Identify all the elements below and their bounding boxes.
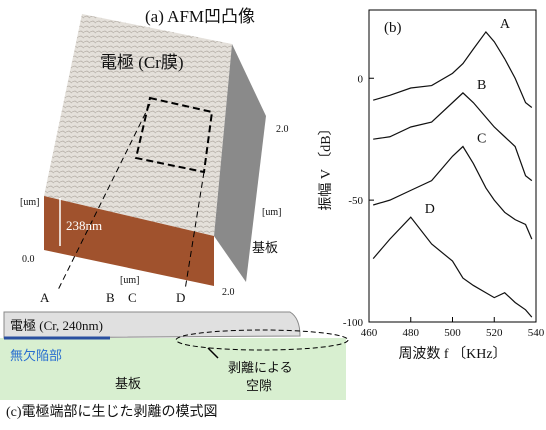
y-tick-label: -50 xyxy=(348,195,363,207)
series-label: B xyxy=(477,78,486,93)
series-line xyxy=(373,217,532,317)
series-label: A xyxy=(500,17,511,32)
electrode-text: 電極 (Cr, 240nm) xyxy=(10,318,103,333)
unit-label: [um] xyxy=(120,275,139,286)
substrate-text: 基板 xyxy=(115,376,141,391)
height-label: 238nm xyxy=(66,218,102,233)
substrate-label: 基板 xyxy=(252,240,278,255)
axis-tick: 2.0 xyxy=(222,287,235,298)
x-tick-label: 500 xyxy=(444,327,461,339)
series-line xyxy=(373,32,532,108)
series-line xyxy=(373,147,532,240)
panel-title: (a) AFM凹凸像 xyxy=(145,7,255,26)
y-tick-label: 0 xyxy=(358,73,364,85)
x-tick-label: 520 xyxy=(486,327,503,339)
chart-title: (b) xyxy=(384,20,402,36)
series-line xyxy=(373,93,532,181)
x-axis-label: 周波数 f 〔KHz〕 xyxy=(398,346,506,362)
electrode-label: 電極 (Cr膜) xyxy=(100,53,184,72)
section-mark: D xyxy=(176,290,185,305)
section-mark: A xyxy=(40,290,50,305)
unit-label: [um] xyxy=(20,197,39,208)
caption: (c)電極端部に生じた剥離の模式図 xyxy=(6,403,218,420)
gap-text: 空隙 xyxy=(246,378,272,393)
x-tick-label: 460 xyxy=(361,327,378,339)
series-label: C xyxy=(477,132,486,147)
axis-tick: 0.0 xyxy=(22,254,35,265)
plot-frame xyxy=(369,10,536,322)
x-tick-label: 540 xyxy=(528,327,545,339)
section-mark: B xyxy=(106,290,115,305)
gap-text: 剥離による xyxy=(228,360,293,375)
figure: (a) AFM凹凸像 電極 (Cr膜) 238nm 基板 [um] [um] [… xyxy=(0,0,546,425)
defect-free-text: 無欠陥部 xyxy=(10,348,62,363)
y-axis-label: 振幅 V 〔dB〕 xyxy=(318,121,334,210)
axis-tick: 2.0 xyxy=(276,124,289,135)
x-tick-label: 480 xyxy=(403,327,420,339)
unit-label: [um] xyxy=(262,207,281,218)
section-mark: C xyxy=(128,290,137,305)
series-label: D xyxy=(425,202,435,217)
